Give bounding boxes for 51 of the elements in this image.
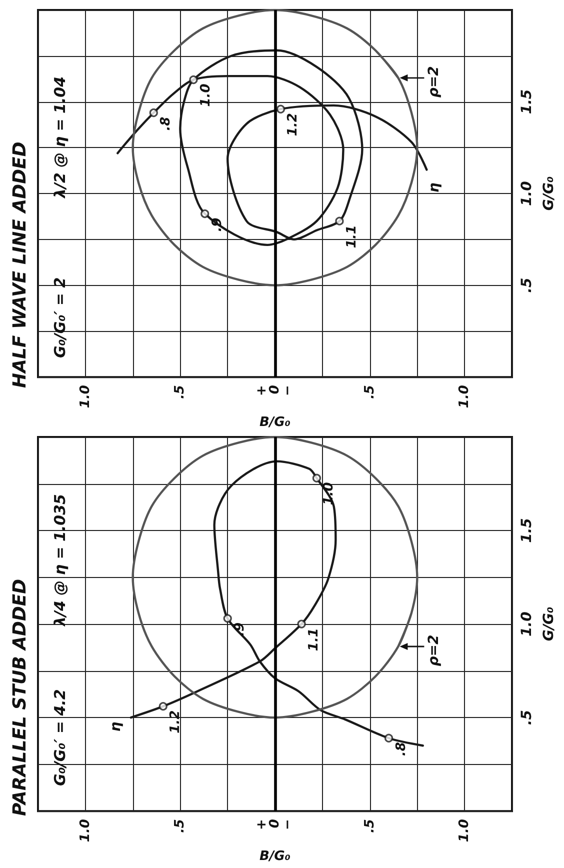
y-tick-label: 1.5 <box>519 89 535 114</box>
annotation: .8 <box>394 742 409 756</box>
x-tick-label: + 0 − <box>254 819 296 830</box>
x-axis-title: B/G₀ <box>259 415 291 430</box>
text: η <box>426 182 442 193</box>
annotation: ρ=2 <box>426 66 442 98</box>
y-tick-label: .5 <box>519 278 535 293</box>
y-tick-label: .5 <box>519 710 535 726</box>
x-tick-label: .5 <box>362 385 378 400</box>
x-tick-label: .5 <box>362 819 378 834</box>
point <box>276 104 285 114</box>
annotation: 1.0 <box>198 84 214 107</box>
annotation: 1.1 <box>344 225 360 248</box>
annotation: 1.1 <box>306 628 322 652</box>
point <box>223 614 232 623</box>
text: PARALLEL STUB ADDED <box>10 578 30 816</box>
x-tick-label: .5 <box>172 385 188 400</box>
point <box>384 734 394 742</box>
x-tick-label: 1.0 <box>457 385 472 408</box>
y-axis-title: G/G₀ <box>541 606 557 642</box>
annotation: λ/2 @ η = 1.04 <box>51 76 69 199</box>
line-series <box>132 8 418 286</box>
point <box>149 108 158 118</box>
annotation: 1.2 <box>286 113 301 136</box>
y-tick-label: 1.0 <box>519 180 535 206</box>
x-axis-title: B/G₀ <box>259 849 291 864</box>
annotation: G₀/G₀′ = 4.2 <box>51 689 69 786</box>
y-tick-label: 1.5 <box>519 518 535 543</box>
x-tick-label: + 0 − <box>254 385 296 396</box>
annotation: ρ=2 <box>426 634 442 666</box>
text: HALF WAVE LINE ADDED <box>10 142 30 388</box>
x-tick-label: 1.0 <box>78 819 93 842</box>
point <box>189 75 198 84</box>
y-axis-title: G/G₀ <box>541 176 557 211</box>
y-tick-label: 1.0 <box>519 611 535 636</box>
text: η <box>108 722 124 732</box>
point <box>297 620 306 628</box>
annotation: 1.0 <box>322 482 337 506</box>
annotation: .9 <box>210 218 225 232</box>
annotation: 1.2 <box>168 710 184 734</box>
annotation: .9 <box>232 622 248 636</box>
point <box>158 702 168 711</box>
x-tick-label: .5 <box>172 819 188 834</box>
point <box>312 474 322 482</box>
point <box>200 209 210 218</box>
x-tick-label: 1.0 <box>78 385 93 408</box>
annotation: λ/4 @ η = 1.035 <box>51 494 69 627</box>
point <box>335 216 344 226</box>
x-tick-label: 1.0 <box>457 819 472 842</box>
annotation: G₀/G₀′ = 2 <box>51 277 69 358</box>
annotation: .8 <box>158 116 174 131</box>
